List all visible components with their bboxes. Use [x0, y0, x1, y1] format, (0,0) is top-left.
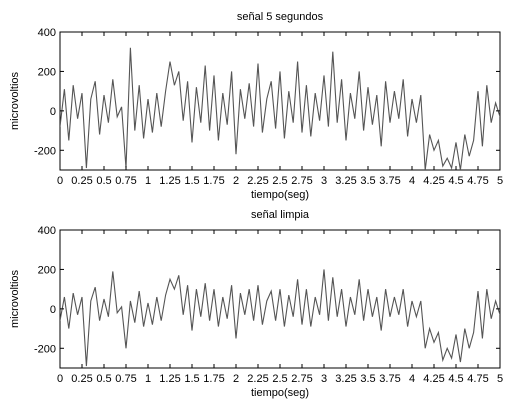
x-tick-label: 1.5: [184, 373, 199, 385]
x-tick-label: 0.25: [71, 175, 92, 187]
x-tick-label: 1: [145, 373, 151, 385]
x-tick-label: 1.25: [159, 175, 180, 187]
x-tick-label: 2.5: [272, 175, 287, 187]
x-tick-label: 4.5: [448, 175, 463, 187]
x-tick-label: 0.25: [71, 373, 92, 385]
x-tick-label: 3.25: [335, 373, 356, 385]
x-tick-label: 4.75: [467, 175, 488, 187]
x-tick-label: 1.25: [159, 373, 180, 385]
chart-title: señal limpia: [251, 209, 310, 221]
chart-title: señal 5 segundos: [237, 11, 324, 23]
x-tick-label: 0: [57, 373, 63, 385]
x-tick-label: 2.25: [247, 175, 268, 187]
x-tick-label: 2.25: [247, 373, 268, 385]
x-axis-label: tiempo(seg): [251, 189, 309, 201]
y-tick-label: 0: [50, 304, 56, 316]
y-tick-label: 400: [38, 27, 56, 39]
x-tick-label: 3: [321, 373, 327, 385]
x-tick-label: 5: [497, 373, 503, 385]
x-tick-label: 4: [409, 373, 415, 385]
x-tick-label: 0.75: [115, 373, 136, 385]
x-tick-label: 3.25: [335, 175, 356, 187]
x-tick-label: 3.5: [360, 373, 375, 385]
y-tick-label: 0: [50, 106, 56, 118]
x-tick-label: 0: [57, 175, 63, 187]
x-tick-label: 0.5: [96, 175, 111, 187]
x-tick-label: 1.75: [203, 373, 224, 385]
y-tick-label: 200: [38, 66, 56, 78]
bottom-panel: 0 0.25 0.5 0.75 1 1.25 1.5 1.75 2 2.25 2.5 2.75 3 3.2…: [9, 209, 503, 399]
plot-area: [59, 229, 501, 369]
x-tick-label: 5: [497, 175, 503, 187]
x-tick-label: 3.5: [360, 175, 375, 187]
x-tick-label: 4.5: [448, 373, 463, 385]
x-axis-label: tiempo(seg): [251, 387, 309, 399]
y-axis-label: microvoltios: [9, 269, 21, 328]
x-tick-label: 3.75: [379, 373, 400, 385]
x-tick-label: 4.75: [467, 373, 488, 385]
top-panel: 0 0.25 0.5 0.75 1 1.25 1.5 1.75 2 2.25 2.5 2.75 3 3.2…: [9, 11, 503, 201]
x-tick-label: 0.75: [115, 175, 136, 187]
series-line: [60, 47, 500, 170]
x-tick-label: 1.75: [203, 175, 224, 187]
y-tick-label: -200: [34, 145, 56, 157]
x-tick-label: 3: [321, 175, 327, 187]
y-tick-label: 200: [38, 264, 56, 276]
x-tick-label: 4.25: [423, 175, 444, 187]
x-tick-label: 2.5: [272, 373, 287, 385]
x-tick-label: 0.5: [96, 373, 111, 385]
x-tick-label: 2.75: [291, 373, 312, 385]
x-tick-label: 2.75: [291, 175, 312, 187]
x-tick-label: 2: [233, 175, 239, 187]
series-line: [60, 269, 500, 367]
x-tick-label: 4: [409, 175, 415, 187]
y-axis-label: microvoltios: [9, 71, 21, 130]
x-tick-label: 3.75: [379, 175, 400, 187]
x-tick-label: 1: [145, 175, 151, 187]
x-tick-label: 4.25: [423, 373, 444, 385]
y-tick-label: 400: [38, 225, 56, 237]
y-tick-label: -200: [34, 343, 56, 355]
x-tick-label: 1.5: [184, 175, 199, 187]
x-tick-label: 2: [233, 373, 239, 385]
